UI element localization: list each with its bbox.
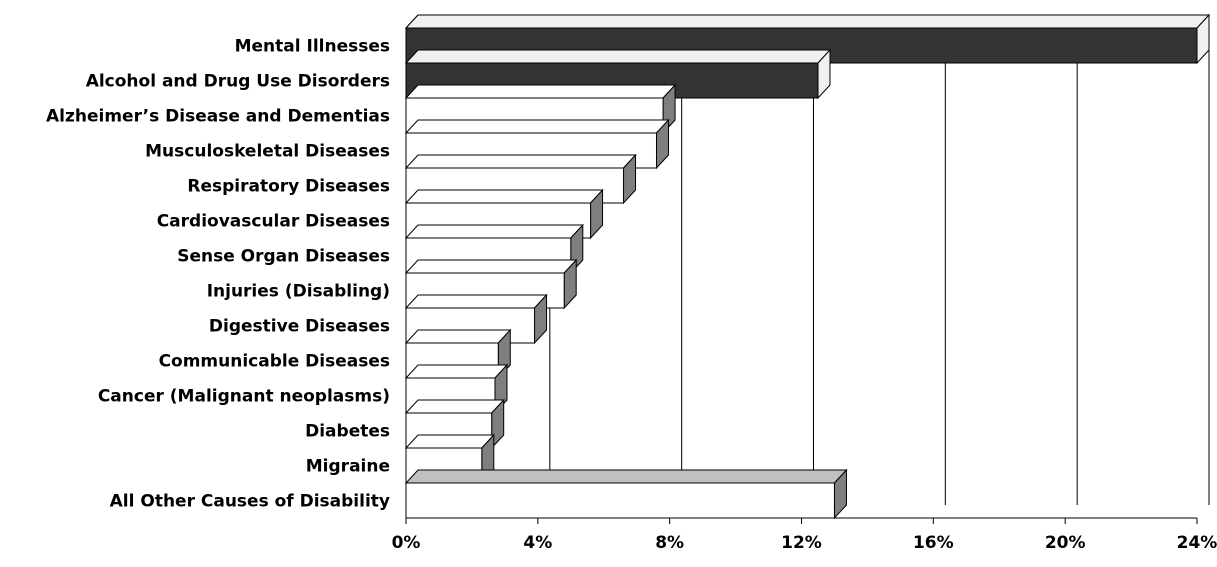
category-label: Sense Organ Diseases [177,247,390,267]
category-label: Digestive Diseases [209,317,390,337]
bar [405,482,835,519]
bar-top-face [404,84,677,99]
x-axis: 0% 4% 8% 12% 16% 20% 24% [392,517,1217,553]
category-label: Alzheimer’s Disease and Dementias [46,107,390,127]
x-tick-label: 12% [781,533,822,553]
category-label: Alcohol and Drug Use Disorders [86,72,390,92]
category-label: Cardiovascular Diseases [157,212,390,232]
bar-top-face [404,434,495,449]
bar-top-face [404,294,548,309]
bar-top-face [404,119,670,134]
x-tick-label: 16% [913,533,954,553]
bar-top-face [404,49,832,64]
x-tick-label: 24% [1177,533,1217,553]
bar-top-face [404,259,578,274]
category-label: All Other Causes of Disability [110,492,390,512]
bar-top-face [404,189,604,204]
bar-top-face [404,399,505,414]
category-label: Injuries (Disabling) [207,282,390,302]
category-label: Diabetes [305,422,390,442]
category-label: Cancer (Malignant neoplasms) [98,387,390,407]
x-tick-label: 4% [523,533,552,553]
bars [404,13,1211,520]
category-label: Migraine [306,457,390,477]
bar-top-face [404,329,512,344]
x-tick-label: 20% [1045,533,1086,553]
x-tick-label: 0% [392,533,421,553]
bar-top-face [404,364,509,379]
category-label: Respiratory Diseases [187,177,390,197]
x-tick-label: 8% [655,533,684,553]
category-label: Mental Illnesses [235,37,390,57]
bar-top-face [404,469,848,484]
bar-top-face [404,224,584,239]
bar-top-face [404,14,1211,29]
category-labels: Mental Illnesses Alcohol and Drug Use Dis… [46,37,390,512]
category-label: Musculoskeletal Diseases [145,142,390,162]
category-label: Communicable Diseases [159,352,390,372]
bar-top-face [404,154,637,169]
